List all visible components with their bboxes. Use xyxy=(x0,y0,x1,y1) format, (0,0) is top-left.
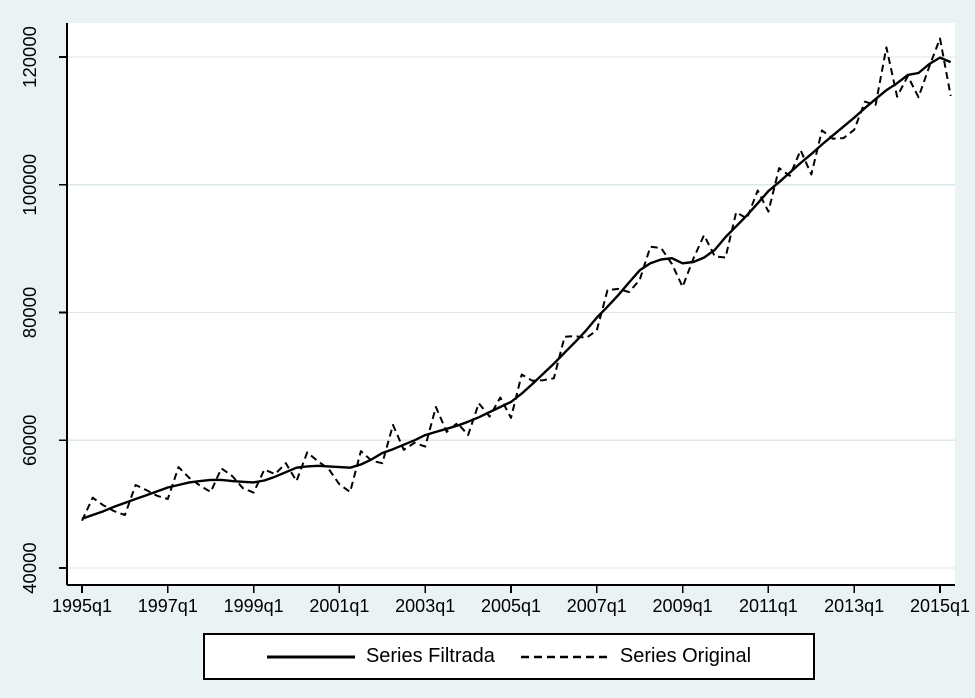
x-tick-label: 2007q1 xyxy=(567,596,627,616)
legend: Series Filtrada Series Original xyxy=(203,633,815,680)
y-tick-label: 100000 xyxy=(19,154,40,216)
y-tick-label: 60000 xyxy=(19,415,40,466)
x-tick-label: 1997q1 xyxy=(138,596,198,616)
x-tick-label: 2003q1 xyxy=(395,596,455,616)
legend-label-filtrada: Series Filtrada xyxy=(365,645,495,667)
x-tick-label: 2015q1 xyxy=(910,596,970,616)
legend-dashed-line-sample xyxy=(520,655,609,658)
y-tick-label: 40000 xyxy=(19,542,40,593)
y-tick-label: 120000 xyxy=(19,26,40,88)
x-tick-label: 1999q1 xyxy=(224,596,284,616)
plot-region xyxy=(67,23,955,585)
x-tick-label: 2005q1 xyxy=(481,596,541,616)
legend-item-original: Series Original xyxy=(520,645,752,668)
x-tick-label: 1995q1 xyxy=(52,596,112,616)
x-tick-label: 2001q1 xyxy=(309,596,369,616)
x-tick-label: 2009q1 xyxy=(653,596,713,616)
series-original-line xyxy=(81,37,952,522)
legend-item-filtrada: Series Filtrada xyxy=(266,645,495,668)
y-tick-label: 80000 xyxy=(19,287,40,338)
legend-label-original: Series Original xyxy=(619,645,752,667)
x-tick-label: 2011q1 xyxy=(739,596,798,616)
x-tick-label: 2013q1 xyxy=(824,596,884,616)
legend-solid-line-sample xyxy=(266,655,355,658)
